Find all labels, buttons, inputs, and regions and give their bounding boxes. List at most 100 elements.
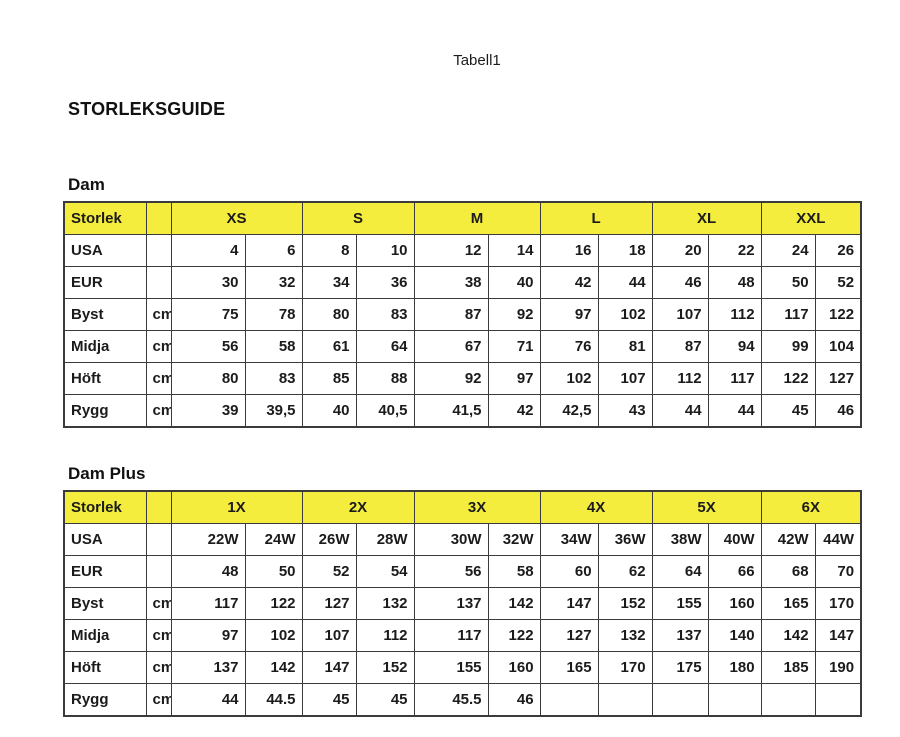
row-unit-cell bbox=[145, 266, 172, 299]
row-unit-cell: cm bbox=[145, 330, 172, 363]
value-cell: 60 bbox=[539, 555, 599, 588]
header-row: Storlek XS S M L XL XXL bbox=[63, 201, 862, 235]
value-cell: 185 bbox=[760, 651, 816, 684]
table-row: USA 22W 24W 26W 28W 30W 32W 34W 36W 38W 40W 42W 44W bbox=[63, 523, 862, 556]
table-row: EUR 30 32 34 36 38 40 42 44 46 48 50 52 bbox=[63, 266, 862, 299]
header-size-group-cell: XS bbox=[170, 201, 303, 235]
value-cell: 20 bbox=[651, 234, 709, 267]
value-cell: 122 bbox=[814, 298, 862, 331]
value-cell: 75 bbox=[170, 298, 246, 331]
value-cell: 112 bbox=[707, 298, 762, 331]
row-label-cell: Rygg bbox=[63, 394, 147, 428]
row-label-cell: Midja bbox=[63, 619, 147, 652]
row-label-cell: USA bbox=[63, 523, 147, 556]
value-cell: 36W bbox=[597, 523, 653, 556]
row-label-cell: Byst bbox=[63, 298, 147, 331]
value-cell: 22W bbox=[170, 523, 246, 556]
value-cell: 44 bbox=[170, 683, 246, 717]
value-cell: 102 bbox=[539, 362, 599, 395]
value-cell: 41,5 bbox=[413, 394, 489, 428]
value-cell: 92 bbox=[413, 362, 489, 395]
value-cell: 45.5 bbox=[413, 683, 489, 717]
value-cell: 152 bbox=[597, 587, 653, 620]
value-cell: 155 bbox=[651, 587, 709, 620]
value-cell: 34 bbox=[301, 266, 357, 299]
row-unit-cell: cm bbox=[145, 587, 172, 620]
value-cell: 78 bbox=[244, 298, 303, 331]
value-cell: 50 bbox=[760, 266, 816, 299]
value-cell: 97 bbox=[487, 362, 541, 395]
value-cell: 70 bbox=[814, 555, 862, 588]
value-cell: 104 bbox=[814, 330, 862, 363]
value-cell: 137 bbox=[170, 651, 246, 684]
row-unit-cell: cm bbox=[145, 683, 172, 717]
value-cell: 117 bbox=[760, 298, 816, 331]
row-unit-cell bbox=[145, 555, 172, 588]
value-cell: 175 bbox=[651, 651, 709, 684]
value-cell bbox=[760, 683, 816, 717]
value-cell: 99 bbox=[760, 330, 816, 363]
value-cell: 14 bbox=[487, 234, 541, 267]
value-cell: 4 bbox=[170, 234, 246, 267]
value-cell bbox=[597, 683, 653, 717]
header-size-group-cell: 2X bbox=[301, 490, 415, 524]
header-unit-spacer-cell bbox=[145, 201, 172, 235]
value-cell: 83 bbox=[244, 362, 303, 395]
value-cell: 142 bbox=[487, 587, 541, 620]
header-unit-spacer-cell bbox=[145, 490, 172, 524]
value-cell: 6 bbox=[244, 234, 303, 267]
value-cell: 117 bbox=[413, 619, 489, 652]
value-cell: 18 bbox=[597, 234, 653, 267]
value-cell bbox=[651, 683, 709, 717]
value-cell: 64 bbox=[651, 555, 709, 588]
value-cell: 40 bbox=[301, 394, 357, 428]
value-cell: 80 bbox=[301, 298, 357, 331]
value-cell: 107 bbox=[651, 298, 709, 331]
table-row: Bystcm75788083879297102107112117122 bbox=[63, 298, 862, 331]
value-cell: 87 bbox=[651, 330, 709, 363]
table-row: Bystcm1171221271321371421471521551601651… bbox=[63, 587, 862, 620]
row-label-cell: Rygg bbox=[63, 683, 147, 717]
value-cell: 58 bbox=[487, 555, 541, 588]
value-cell: 48 bbox=[170, 555, 246, 588]
value-cell: 142 bbox=[760, 619, 816, 652]
table-row: EUR 48 50 52 54 56 58 60 62 64 66 68 70 bbox=[63, 555, 862, 588]
row-label-cell: Byst bbox=[63, 587, 147, 620]
value-cell: 107 bbox=[301, 619, 357, 652]
value-cell: 87 bbox=[413, 298, 489, 331]
row-unit-cell bbox=[145, 523, 172, 556]
value-cell: 26W bbox=[301, 523, 357, 556]
value-cell: 127 bbox=[539, 619, 599, 652]
value-cell: 50 bbox=[244, 555, 303, 588]
value-cell: 102 bbox=[597, 298, 653, 331]
value-cell: 44W bbox=[814, 523, 862, 556]
value-cell: 80 bbox=[170, 362, 246, 395]
value-cell: 26 bbox=[814, 234, 862, 267]
value-cell: 190 bbox=[814, 651, 862, 684]
value-cell: 122 bbox=[244, 587, 303, 620]
value-cell: 61 bbox=[301, 330, 357, 363]
size-table-dam: Storlek XS S M L XL XXL USA 4 6 8 10 12 14 16 18 20 22 24 2… bbox=[63, 201, 863, 428]
value-cell: 85 bbox=[301, 362, 357, 395]
value-cell: 44 bbox=[597, 266, 653, 299]
value-cell: 68 bbox=[760, 555, 816, 588]
value-cell: 132 bbox=[355, 587, 415, 620]
header-size-group-cell: 3X bbox=[413, 490, 541, 524]
value-cell: 58 bbox=[244, 330, 303, 363]
value-cell: 140 bbox=[707, 619, 762, 652]
value-cell: 32W bbox=[487, 523, 541, 556]
value-cell: 142 bbox=[244, 651, 303, 684]
section-title-dam: Dam bbox=[68, 175, 105, 194]
header-size-group-cell: 6X bbox=[760, 490, 862, 524]
value-cell: 97 bbox=[170, 619, 246, 652]
value-cell: 94 bbox=[707, 330, 762, 363]
value-cell: 42 bbox=[487, 394, 541, 428]
value-cell: 28W bbox=[355, 523, 415, 556]
value-cell: 56 bbox=[413, 555, 489, 588]
value-cell: 64 bbox=[355, 330, 415, 363]
row-label-cell: Höft bbox=[63, 362, 147, 395]
value-cell: 30 bbox=[170, 266, 246, 299]
value-cell: 38 bbox=[413, 266, 489, 299]
value-cell: 122 bbox=[760, 362, 816, 395]
value-cell: 62 bbox=[597, 555, 653, 588]
